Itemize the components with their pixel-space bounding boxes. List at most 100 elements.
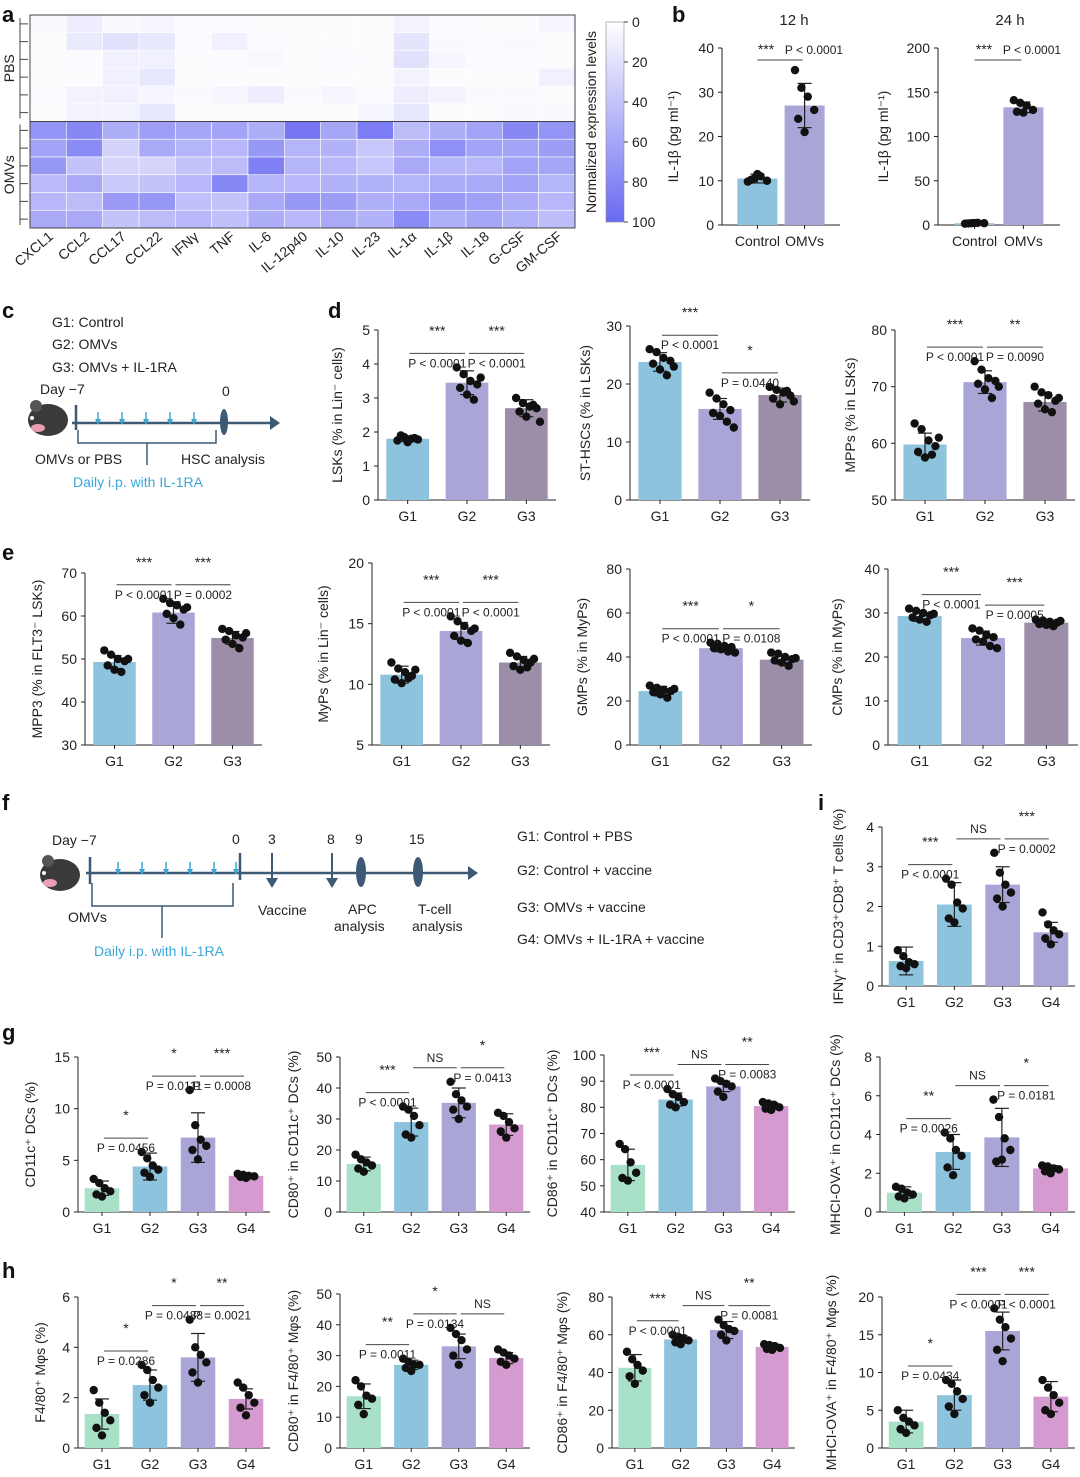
colorbar-tick-label: 20 [632,54,648,70]
heatmap-cell [66,138,103,158]
x-tick-label: G3 [993,994,1012,1010]
data-point [1000,1134,1009,1143]
heatmap-cell [211,32,249,51]
heatmap-cell [320,67,358,87]
x-tick-label: G1 [354,1220,373,1236]
significance-stars: *** [682,304,699,320]
y-axis-label: IFNγ⁺ in CD3⁺CD8⁺ T cells (%) [830,809,846,1005]
panel-label-b: b [672,2,685,27]
significance-stars: NS [969,1069,986,1083]
y-tick-label: 0 [596,1440,604,1456]
x-tick-label: G3 [449,1220,468,1236]
data-point [941,874,951,883]
heatmap-cell [429,138,467,158]
heatmap-cell [211,67,249,87]
significance-stars: NS [474,1297,491,1311]
data-point [191,1121,200,1130]
data-point [196,1135,205,1144]
data-point [948,1170,958,1180]
heatmap-cell [175,174,212,193]
bar-G2 [664,1339,698,1448]
schematic-f-tick-8: 8 [327,831,335,847]
schematic-f-tick-0: 0 [232,831,240,847]
heatmap-cell [29,121,67,140]
data-point [645,681,655,690]
x-tick-label: G3 [993,1220,1012,1236]
p-value: P = 0.0108 [722,632,780,646]
y-tick-label: 4 [866,819,874,835]
heatmap-cell [247,174,285,193]
heatmap-cell [175,85,212,105]
p-value: P = 0.0488 [145,1309,203,1323]
data-point [794,114,803,124]
significance-stars: *** [650,1290,667,1306]
data-point [106,1416,115,1425]
data-point [997,1155,1007,1164]
data-point [1049,622,1058,631]
chart-e3: 0 20 40 60 80 GMPs (% in MyPs) G1 G2 G3 *** P < 0.… [574,561,812,769]
data-point [992,644,1002,653]
significance-stars: *** [488,322,505,338]
data-point [924,436,933,445]
data-point [499,1111,508,1121]
schematic-c: G1: Control G2: OMVs G3: OMVs + IL-1RA D… [28,314,280,490]
data-point [674,1092,683,1102]
heatmap-cell [429,32,467,51]
significance-stars: * [747,342,753,358]
heatmap-cell [29,50,67,69]
schematic-c-group-2: G2: OMVs [52,336,117,352]
data-point [1006,1145,1015,1155]
data-point [415,1360,424,1370]
data-point [987,393,997,403]
x-tick-label: G4 [497,1456,516,1472]
data-point [978,637,988,646]
x-tick-label: G1 [392,753,411,769]
y-tick-label: 2 [62,1390,70,1406]
heatmap-cell [175,138,212,158]
p-value: P < 0.0001 [901,868,959,882]
bar-G3 [211,637,254,745]
p-value: P = 0.0081 [720,1309,778,1323]
x-tick-label: G4 [762,1220,781,1236]
significance-stars: * [123,1107,129,1123]
chart-d2: 0 10 20 30 ST-HSCs (% in LSKs) G1 G2 G3 *** P < 0… [577,304,810,524]
data-point [775,1343,785,1353]
heatmap-cell [356,156,394,176]
data-point [901,1428,911,1438]
data-point [984,373,993,383]
bar-G2 [152,612,195,745]
heatmap-cell [465,103,503,122]
heatmap-cell [429,14,467,34]
injection-arrow-head [191,419,197,425]
p-value: P = 0.0286 [97,1354,155,1368]
heatmap-cell [465,174,503,193]
data-point [620,1145,630,1154]
y-axis-label: LSKs (% in Lin⁻ cells) [329,347,345,483]
schematic-c-day-end: 0 [222,383,230,399]
data-point [165,598,175,608]
panel-label-d: d [328,298,341,323]
data-point [713,1087,723,1096]
significance-stars: *** [423,571,440,587]
heatmap-cell [538,121,576,140]
x-tick-label: G2 [974,753,993,769]
heatmap-cell [502,156,539,176]
heatmap-cell [138,85,176,105]
x-tick-label: G2 [945,994,964,1010]
data-point [460,621,469,631]
data-point [994,382,1004,391]
data-point [762,176,772,185]
colorbar-tick-label: 60 [632,134,648,150]
injection-arrow-head [167,419,173,425]
x-tick-label: G1 [895,1220,914,1236]
heatmap-cell [284,103,321,122]
panel-label-g: g [2,1020,15,1045]
data-point [899,951,908,961]
heatmap-cell [393,121,430,140]
data-point [140,1390,149,1400]
data-point [502,1360,511,1370]
schematic-c-group-3: G3: OMVs + IL-1RA [52,359,178,375]
x-tick-label: G1 [897,994,916,1010]
chart-h1: 0 2 4 6 F4/80⁺ Mφs (%) G1 G2 G3 G4 * P = 0.0286 * P … [32,1275,270,1472]
data-point [244,1390,253,1400]
